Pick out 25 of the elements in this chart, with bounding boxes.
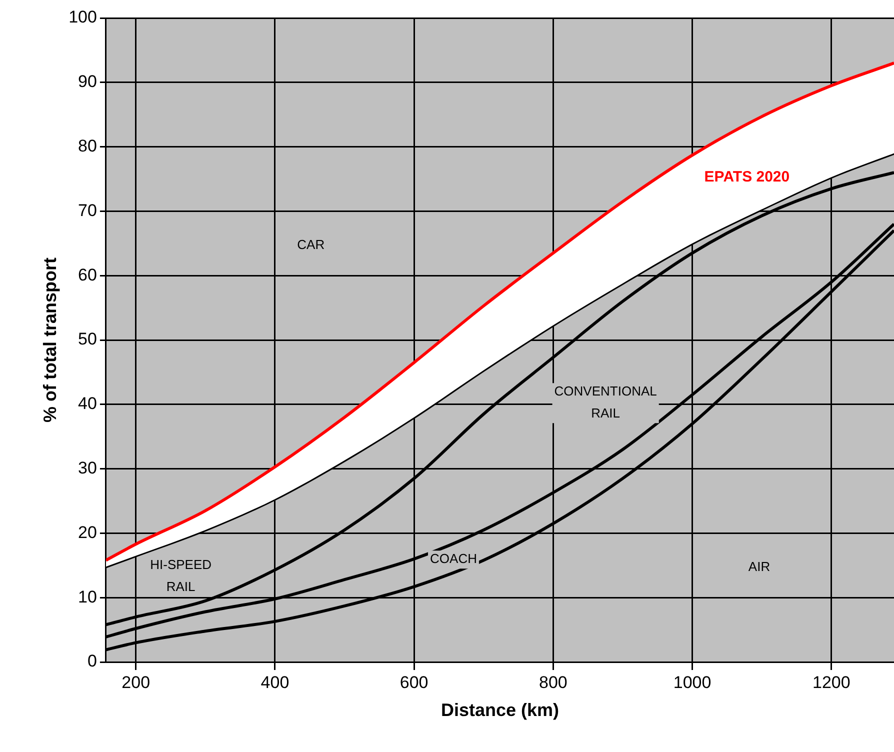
annotation: COACH: [430, 551, 477, 566]
series-label: EPATS 2020: [704, 168, 790, 186]
y-tick-label: 40: [78, 394, 97, 414]
annotation: CONVENTIONAL RAIL: [554, 384, 657, 421]
y-tick-label: 10: [78, 587, 97, 606]
x-tick-label: 600: [400, 672, 428, 692]
x-tick-label: 1000: [673, 672, 712, 692]
y-tick-label: 30: [78, 458, 97, 478]
x-tick-label: 1200: [812, 672, 850, 692]
x-axis-title: Distance (km): [440, 700, 560, 720]
x-tick-label: 800: [539, 672, 568, 692]
x-tick-label: 400: [260, 672, 290, 692]
x-tick-label: 200: [122, 672, 150, 692]
y-tick-label: 100: [68, 8, 97, 27]
y-tick-label: 80: [78, 136, 97, 156]
y-tick-label: 50: [78, 330, 97, 349]
y-tick-label: 60: [78, 265, 97, 284]
y-tick-label: 0: [87, 652, 97, 671]
y-tick-label: 70: [78, 200, 97, 220]
annotation: HI-SPEED RAIL: [150, 556, 212, 594]
y-axis-title: % of total transport: [40, 257, 60, 422]
annotation: AIR: [748, 558, 770, 574]
y-tick-label: 90: [78, 72, 97, 92]
y-tick-label: 20: [78, 522, 97, 542]
annotation: CAR: [297, 236, 325, 252]
